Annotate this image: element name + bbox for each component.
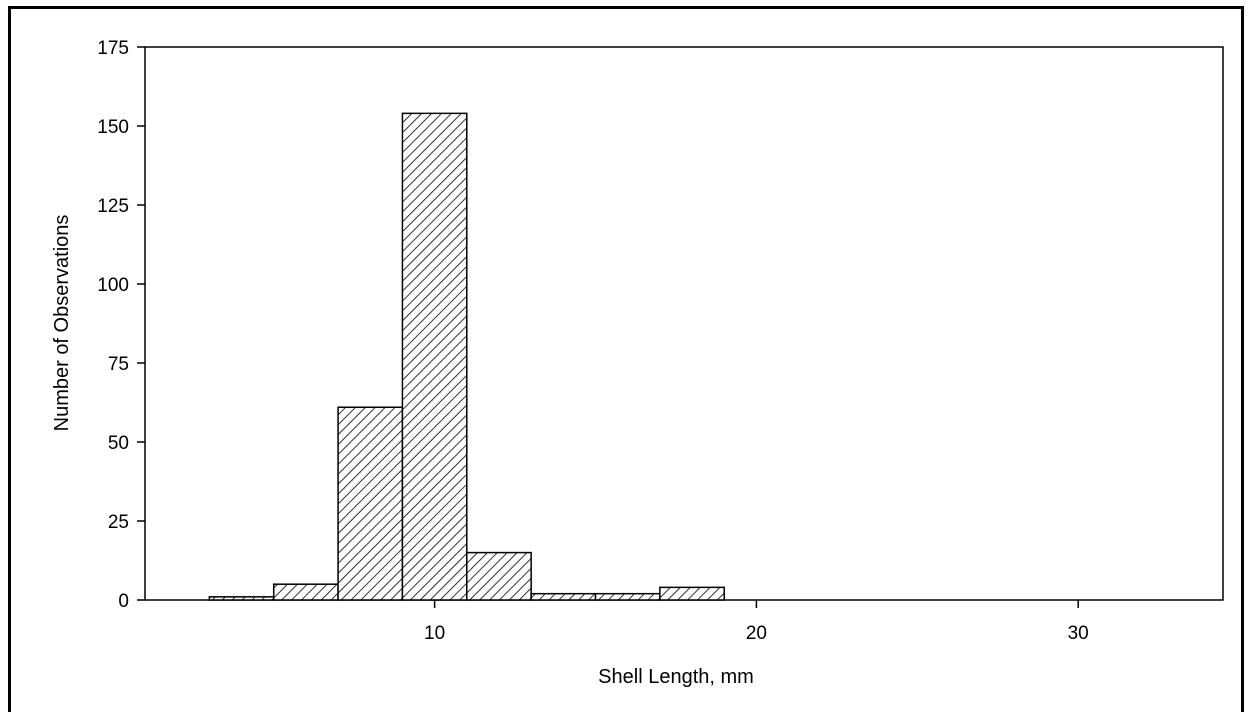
y-axis-ticks: 0 25 50 75 100 125 150 175	[97, 38, 145, 612]
plot-area	[144, 46, 1224, 601]
bar-13-15	[530, 592, 597, 601]
x-tick-label: 20	[746, 623, 767, 644]
y-tick-label: 25	[108, 512, 129, 533]
y-tick-label: 175	[97, 38, 129, 59]
y-tick-label: 100	[97, 275, 129, 296]
y-tick-label: 50	[108, 433, 129, 454]
y-axis-label: Number of Observations	[51, 215, 73, 432]
y-tick-label: 0	[118, 591, 129, 612]
bar-11-13	[466, 551, 532, 601]
bar-9-11	[401, 112, 468, 601]
y-tick-label: 125	[97, 196, 129, 217]
x-axis-label: Shell Length, mm	[598, 666, 754, 688]
bar-3-5	[208, 596, 275, 601]
bar-7-9	[337, 406, 404, 601]
bar-15-17	[594, 592, 661, 601]
x-tick-label: 10	[424, 623, 445, 644]
y-tick-label: 75	[108, 354, 129, 375]
chart-frame	[8, 6, 1244, 712]
bars-group	[208, 112, 725, 601]
y-tick-label: 150	[97, 117, 129, 138]
bar-5-7	[272, 583, 339, 601]
x-axis-ticks: 10 20 30	[424, 600, 1089, 644]
x-tick-label: 30	[1068, 623, 1089, 644]
bar-17-19	[659, 586, 725, 601]
